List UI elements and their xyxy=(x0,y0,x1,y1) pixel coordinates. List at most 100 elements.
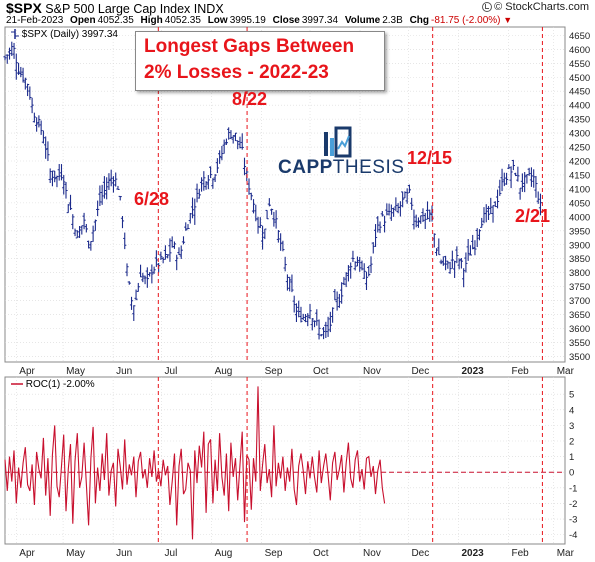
gap-label-0822: 8/22 xyxy=(232,89,268,109)
price-y-tick-label: 4500 xyxy=(569,73,590,84)
roc-y-tick-label: 5 xyxy=(569,390,574,401)
chart-header-line2: 21-Feb-2023 Open 4052.35 High 4052.35 Low 3… xyxy=(6,15,512,26)
annotation-title-line1: Longest Gaps Between xyxy=(144,36,355,57)
roc-x-tick-label: Jun xyxy=(116,548,132,559)
chg-label: Chg xyxy=(409,15,430,26)
high-value: 4052.35 xyxy=(164,15,201,26)
roc-y-tick-label: -4 xyxy=(569,530,577,541)
price-y-tick-label: 4300 xyxy=(569,129,590,140)
price-y-tick-label: 3950 xyxy=(569,226,590,237)
roc-x-tick-label: Sep xyxy=(265,548,283,559)
price-y-tick-label: 3600 xyxy=(569,324,590,335)
roc-x-tick-label: 2023 xyxy=(461,548,484,559)
price-y-tick-label: 3800 xyxy=(569,268,590,279)
roc-y-tick-label: 0 xyxy=(569,468,574,479)
price-y-tick-label: 3900 xyxy=(569,240,590,251)
price-y-tick-label: 3750 xyxy=(569,282,590,293)
roc-y-tick-label: 4 xyxy=(569,405,574,416)
low-value: 3995.19 xyxy=(229,15,266,26)
price-y-tick-label: 4150 xyxy=(569,170,590,181)
annotation-title-line2: 2% Losses - 2022-23 xyxy=(144,62,329,83)
gap-label-0628: 6/28 xyxy=(134,189,170,209)
capp-thesis-chart-icon xyxy=(324,126,352,158)
ohlc-legend-icon xyxy=(11,29,19,40)
roc-x-tick-label: Nov xyxy=(363,548,381,559)
volume-label: Volume xyxy=(344,15,381,26)
price-x-tick-label: Sep xyxy=(265,366,283,377)
roc-panel: -4 -3 -2 -1 0 1 2 3 4 5 Apr May Jun Jul Aug Sep Oct Nov De… xyxy=(4,376,577,559)
roc-x-tick-label: Jul xyxy=(165,548,178,559)
price-x-tick-label: Jun xyxy=(116,366,132,377)
price-y-tick-label: 4600 xyxy=(569,45,590,56)
roc-legend-text: ROC(1) -2.00% xyxy=(25,379,95,390)
price-x-tick-label: Apr xyxy=(19,366,35,377)
stockcharts-logo-icon xyxy=(482,2,493,13)
roc-legend: ROC(1) -2.00% xyxy=(11,379,95,390)
price-x-tick-label: Feb xyxy=(512,366,530,377)
roc-x-tick-label: Dec xyxy=(411,548,429,559)
price-legend-text: $SPX (Daily) 3997.34 xyxy=(21,29,118,40)
roc-x-tick-label: Apr xyxy=(19,548,35,559)
price-x-tick-label: Mar xyxy=(557,366,575,377)
roc-y-tick-label: -3 xyxy=(569,515,577,526)
price-y-tick-label: 4200 xyxy=(569,157,590,168)
capp-thesis-logo: CAPPTHESIS xyxy=(278,124,404,184)
price-x-tick-label: Jul xyxy=(165,366,178,377)
brand-text: © StockCharts.com xyxy=(494,1,589,13)
price-y-tick-label: 3500 xyxy=(569,352,590,363)
price-y-tick-label: 4350 xyxy=(569,115,590,126)
price-y-tick-label: 3850 xyxy=(569,254,590,265)
price-x-tick-label: Dec xyxy=(411,366,429,377)
price-y-tick-label: 4650 xyxy=(569,31,590,42)
price-y-tick-label: 3700 xyxy=(569,296,590,307)
logo-capp-text: CAPP xyxy=(278,157,333,178)
index-name: S&P 500 Large Cap Index xyxy=(45,2,191,16)
price-y-tick-label: 4000 xyxy=(569,212,590,223)
chg-down-arrow-icon: ▼ xyxy=(503,15,513,25)
roc-y-tick-label: 2 xyxy=(569,436,574,447)
price-y-tick-label: 4050 xyxy=(569,198,590,209)
price-y-tick-label: 3550 xyxy=(569,338,590,349)
header-date: 21-Feb-2023 xyxy=(6,15,64,26)
roc-y-tick-label: -1 xyxy=(569,483,577,494)
high-label: High xyxy=(140,15,163,26)
close-value: 3997.34 xyxy=(301,15,339,26)
logo-thesis-text: THESIS xyxy=(332,157,405,178)
exchange: INDX xyxy=(193,2,224,16)
gap-label-1215: 12/15 xyxy=(407,148,453,168)
price-y-tick-label: 4400 xyxy=(569,101,590,112)
roc-series-line xyxy=(4,386,386,540)
gap-label-0221: 2/21 xyxy=(515,206,551,226)
open-value: 4052.35 xyxy=(97,15,134,26)
low-label: Low xyxy=(207,15,228,26)
price-y-tick-label: 4450 xyxy=(569,87,590,98)
price-y-tick-label: 4250 xyxy=(569,143,590,154)
price-x-tick-label: Aug xyxy=(215,366,233,377)
price-y-tick-label: 3650 xyxy=(569,310,590,321)
volume-value: 2.3B xyxy=(382,15,403,26)
stockcharts-brand: © StockCharts.com xyxy=(482,1,589,13)
price-legend: $SPX (Daily) 3997.34 xyxy=(11,29,118,40)
price-y-tick-label: 4100 xyxy=(569,184,590,195)
roc-plot-frame xyxy=(4,376,566,545)
symbol: $SPX xyxy=(6,0,42,16)
roc-y-tick-label: 3 xyxy=(569,421,574,432)
roc-x-tick-label: Mar xyxy=(557,548,575,559)
roc-legend-line-icon xyxy=(11,383,23,386)
price-x-tick-label: Oct xyxy=(313,366,329,377)
price-x-tick-label: Nov xyxy=(363,366,381,377)
capp-thesis-wordmark: CAPPTHESIS xyxy=(278,157,404,179)
price-x-tick-label: May xyxy=(66,366,85,377)
annotation-title-box: Longest Gaps Between 2% Losses - 2022-23 xyxy=(135,31,385,91)
roc-x-tick-label: Oct xyxy=(313,548,329,559)
roc-y-tick-label: -2 xyxy=(569,499,577,510)
price-x-tick-label: 2023 xyxy=(461,366,484,377)
chg-value: -81.75 (-2.00%) xyxy=(431,15,501,26)
price-y-tick-label: 4550 xyxy=(569,59,590,70)
close-label: Close xyxy=(272,15,300,26)
open-label: Open xyxy=(70,15,96,26)
chart-header-line1: $SPX S&P 500 Large Cap Index INDX xyxy=(6,0,224,16)
roc-x-tick-label: Aug xyxy=(215,548,233,559)
roc-y-tick-label: 1 xyxy=(569,452,574,463)
roc-x-tick-label: Feb xyxy=(512,548,530,559)
